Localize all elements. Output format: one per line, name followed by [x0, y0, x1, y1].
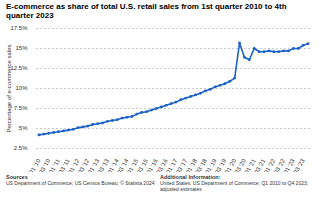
svg-text:Percentage of e-commerce sales: Percentage of e-commerce sales [6, 44, 12, 132]
svg-text:Q3 '23: Q3 '23 [292, 157, 306, 172]
svg-text:15%: 15% [15, 45, 28, 51]
svg-text:10%: 10% [15, 85, 28, 91]
html-text:E-commerce as share of total U: E-commerce as share of total U.S. retail… [6, 2, 287, 20]
html-text:Sources: Sources [6, 174, 28, 180]
svg-text:2.5%: 2.5% [14, 145, 28, 151]
svg-text:7.5%: 7.5% [14, 105, 28, 111]
html-text:US Department of Commerce; US: US Department of Commerce; US Census Bur… [6, 180, 155, 186]
svg-text:5%: 5% [19, 125, 28, 131]
html-text:United States; US Department o: United States; US Department of Commerce… [160, 180, 309, 192]
svg-text:17.5%: 17.5% [10, 25, 28, 31]
svg-text:12.5%: 12.5% [10, 65, 28, 71]
html-text:Additional Information:: Additional Information: [160, 174, 221, 180]
